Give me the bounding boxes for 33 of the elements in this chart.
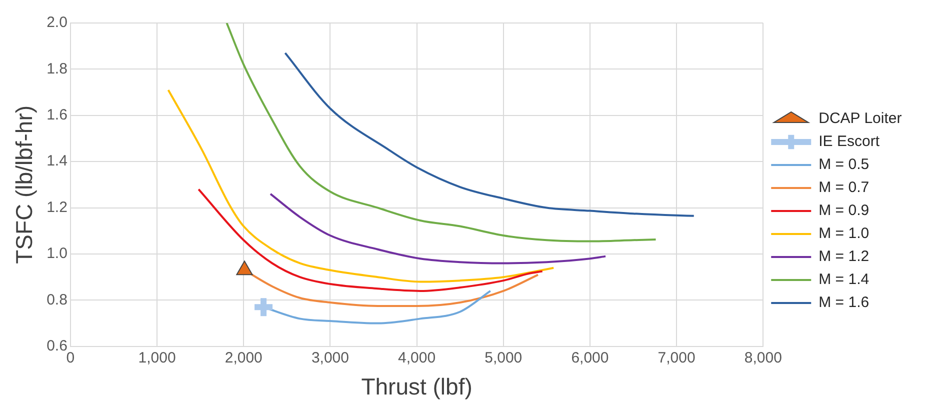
x-axis-title: Thrust (lbf) bbox=[361, 374, 472, 400]
legend-label: M = 1.2 bbox=[818, 248, 870, 266]
line-series bbox=[167, 88, 555, 283]
x-tick-label: 8,000 bbox=[744, 350, 782, 367]
line-series bbox=[269, 192, 607, 264]
line-series bbox=[198, 188, 544, 292]
y-tick-label: 1.6 bbox=[46, 106, 68, 124]
x-tick-label: 1,000 bbox=[138, 350, 176, 367]
legend-label: M = 0.5 bbox=[818, 156, 870, 174]
legend-label: M = 1.4 bbox=[818, 271, 870, 288]
legend-label: M = 1.0 bbox=[818, 225, 870, 242]
x-tick-label: 2,000 bbox=[224, 350, 262, 367]
legend-label: IE Escort bbox=[818, 133, 880, 150]
y-tick-label: 2.0 bbox=[46, 14, 68, 32]
y-tick-label: 1.0 bbox=[46, 245, 68, 262]
legend-label: DCAP Loiter bbox=[818, 110, 902, 128]
x-tick-label: 4,000 bbox=[398, 350, 436, 367]
y-tick-label: 0.6 bbox=[46, 338, 68, 355]
line-series bbox=[226, 23, 657, 242]
line-series bbox=[284, 52, 695, 217]
x-tick-label: 7,000 bbox=[658, 350, 696, 367]
legend-label: M = 0.9 bbox=[818, 202, 870, 220]
y-tick-label: 1.2 bbox=[46, 198, 68, 216]
legend-label: M = 1.6 bbox=[818, 294, 870, 312]
x-tick-label: 6,000 bbox=[571, 350, 609, 367]
x-tick-label: 5,000 bbox=[484, 350, 522, 367]
legend-label: M = 0.7 bbox=[818, 179, 870, 196]
x-tick-label: 3,000 bbox=[311, 350, 349, 367]
y-axis-title: TSFC (lb/lbf-hr) bbox=[11, 105, 38, 264]
y-tick-label: 1.8 bbox=[46, 60, 68, 78]
x-tick-label: 0 bbox=[66, 350, 75, 367]
y-tick-label: 1.4 bbox=[46, 152, 68, 170]
y-tick-label: 0.8 bbox=[46, 291, 68, 308]
